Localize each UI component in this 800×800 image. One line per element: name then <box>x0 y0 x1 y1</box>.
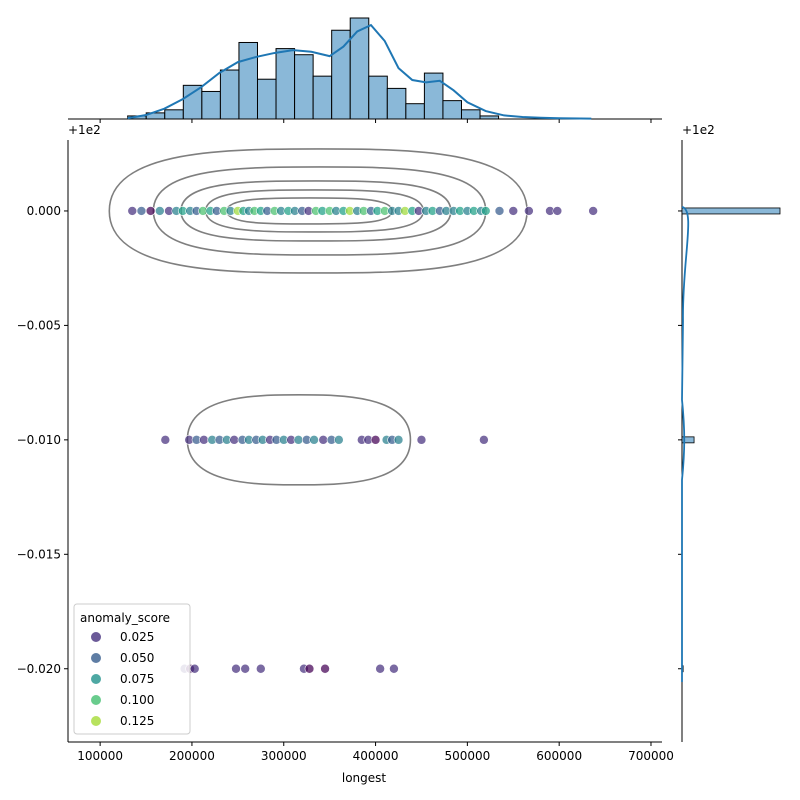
scatter-point <box>334 435 344 445</box>
x-axis-ticks: 100000 200000 300000 400000 500000 600000 7000… <box>77 742 674 763</box>
scatter-point <box>375 663 385 674</box>
x-tick-label: 700000 <box>628 749 674 763</box>
marginal-y-offset-text: +1e2 <box>682 123 715 137</box>
scatter-point <box>318 435 329 445</box>
scatter-point <box>160 435 171 445</box>
y-hist-bar <box>681 207 781 215</box>
legend-marker <box>91 632 101 642</box>
x-hist-bar <box>312 75 333 120</box>
scatter-point <box>127 206 138 216</box>
scatter-point <box>255 663 266 674</box>
scatter-point <box>389 663 399 674</box>
scatter-point <box>231 663 241 674</box>
marginal-x-histogram <box>68 17 662 123</box>
main-axes <box>67 140 662 743</box>
offset-texts: +1e2 +1e2 <box>68 123 715 137</box>
x-hist-bar <box>201 90 221 120</box>
scatter-point <box>320 663 330 674</box>
y-hist-bar <box>681 436 695 444</box>
x-tick-label: 500000 <box>444 749 490 763</box>
scatter-point <box>145 206 156 216</box>
scatter-point <box>155 206 165 216</box>
y-axis-ticks: 0.000 −0.005 −0.010 −0.015 −0.020 <box>17 204 68 676</box>
x-hist-bar <box>238 41 258 120</box>
marginal-y-histogram <box>678 140 781 742</box>
x-hist-bar <box>219 69 240 120</box>
scatter-point <box>189 663 200 674</box>
legend-marker <box>91 716 101 726</box>
x-kde-line <box>127 23 592 120</box>
scatter-point <box>393 435 404 445</box>
y-tick-label: −0.005 <box>17 318 61 332</box>
legend-label: 0.125 <box>120 714 154 728</box>
y-tick-label: −0.020 <box>17 662 61 676</box>
x-hist-bar <box>368 75 388 120</box>
scatter-points <box>127 206 598 674</box>
legend-marker <box>91 653 101 663</box>
x-hist-bar <box>349 17 370 120</box>
scatter-point <box>229 435 239 445</box>
scatter-point <box>588 206 598 216</box>
main-y-offset-text: +1e2 <box>68 123 101 137</box>
scatter-point <box>416 435 427 445</box>
x-hist-bar <box>294 54 314 120</box>
scatter-point <box>494 206 505 216</box>
scatter-point <box>480 206 491 216</box>
scatter-point <box>309 435 319 445</box>
y-tick-label: −0.015 <box>17 547 61 561</box>
kde-contours <box>108 148 528 486</box>
x-hist-bar <box>405 103 425 120</box>
scatter-point <box>293 435 304 445</box>
legend-title: anomaly_score <box>80 611 170 625</box>
scatter-point <box>524 206 534 216</box>
x-tick-label: 600000 <box>536 749 582 763</box>
x-hist-bar <box>460 109 481 120</box>
scatter-point <box>479 435 489 445</box>
x-axis-label: longest <box>342 771 387 785</box>
x-hist-bar <box>386 87 407 120</box>
x-hist-bar <box>164 109 184 120</box>
x-hist-bar <box>442 100 462 120</box>
scatter-point <box>240 663 250 674</box>
x-tick-label: 100000 <box>77 749 123 763</box>
kde-contour <box>186 394 412 486</box>
legend-label: 0.075 <box>120 672 154 686</box>
legend-label: 0.100 <box>120 693 154 707</box>
x-tick-label: 200000 <box>169 749 215 763</box>
scatter-point <box>370 435 381 445</box>
scatter-point <box>552 206 563 216</box>
legend-marker <box>91 695 101 705</box>
legend-label: 0.025 <box>120 630 154 644</box>
x-hist-bar <box>256 78 277 120</box>
x-hist-bar <box>182 84 203 120</box>
y-tick-label: 0.000 <box>27 204 61 218</box>
scatter-point <box>304 663 315 674</box>
legend-box <box>73 603 191 735</box>
x-tick-label: 400000 <box>353 749 399 763</box>
x-hist-bar <box>275 48 296 120</box>
y-kde-line <box>681 206 690 682</box>
scatter-point <box>136 206 147 216</box>
scatter-point <box>199 435 209 445</box>
legend-label: 0.050 <box>120 651 154 665</box>
legend-marker <box>91 674 101 684</box>
x-tick-label: 300000 <box>261 749 307 763</box>
legend: anomaly_score 0.025 0.050 0.075 0.100 0.125 <box>73 603 191 735</box>
y-tick-label: −0.010 <box>17 433 61 447</box>
scatter-point <box>508 206 519 216</box>
